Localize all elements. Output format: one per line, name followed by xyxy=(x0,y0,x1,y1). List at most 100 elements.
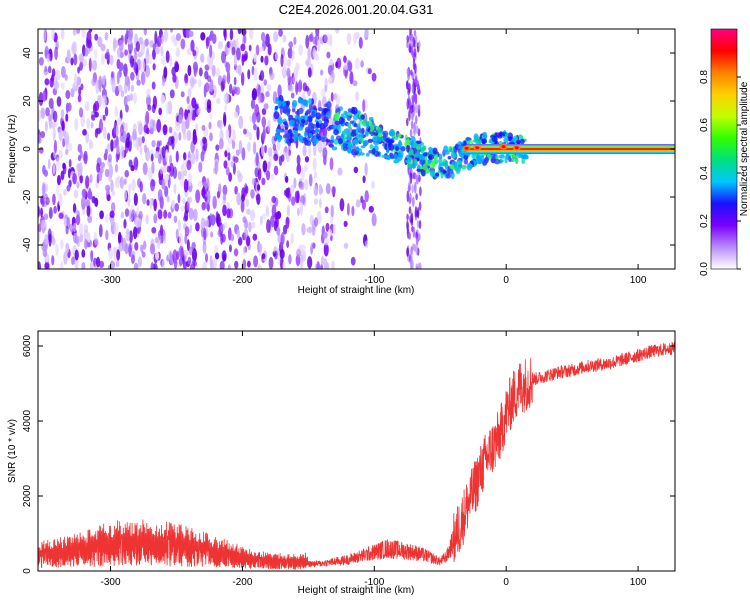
noise-speckle xyxy=(174,122,181,132)
noise-speckle xyxy=(261,116,267,128)
noise-speckle xyxy=(214,252,220,260)
noise-speckle xyxy=(54,80,59,91)
noise-speckle xyxy=(218,183,222,196)
noise-band-speckle xyxy=(419,262,422,269)
noise-speckle xyxy=(65,225,69,235)
noise-speckle xyxy=(323,237,330,246)
noise-speckle xyxy=(93,48,98,60)
noise-speckle xyxy=(210,260,214,269)
colorbar-gradient xyxy=(710,28,738,270)
trace-blob xyxy=(504,132,509,137)
noise-speckle xyxy=(195,222,200,232)
noise-speckle xyxy=(188,30,194,38)
noise-speckle xyxy=(171,199,176,209)
noise-speckle xyxy=(265,91,270,98)
noise-speckle xyxy=(136,205,140,217)
noise-speckle xyxy=(343,242,349,249)
noise-speckle xyxy=(273,31,279,43)
noise-speckle xyxy=(207,189,211,204)
noise-speckle xyxy=(74,73,78,87)
noise-speckle xyxy=(76,235,81,248)
noise-speckle xyxy=(77,143,83,153)
noise-band-speckle xyxy=(415,193,418,201)
noise-speckle xyxy=(355,199,361,208)
noise-speckle xyxy=(279,249,285,259)
noise-speckle xyxy=(65,113,69,122)
noise-speckle xyxy=(130,71,135,81)
noise-speckle xyxy=(229,39,233,51)
noise-speckle xyxy=(243,128,247,135)
trace-blob xyxy=(319,122,326,130)
trace-blob xyxy=(311,110,316,119)
trace-blob xyxy=(291,99,298,108)
noise-speckle xyxy=(64,131,70,146)
noise-speckle xyxy=(188,172,192,187)
noise-speckle xyxy=(119,133,125,143)
noise-speckle xyxy=(120,90,125,98)
trace-blob xyxy=(384,143,388,151)
noise-speckle xyxy=(133,156,139,171)
noise-speckle xyxy=(87,189,92,200)
noise-speckle xyxy=(176,250,180,261)
trace-blob xyxy=(310,123,317,129)
noise-speckle xyxy=(204,64,210,71)
noise-band-speckle xyxy=(412,196,415,207)
noise-speckle xyxy=(107,132,111,141)
noise-speckle xyxy=(326,51,331,59)
noise-speckle xyxy=(162,78,165,87)
noise-speckle xyxy=(296,207,300,217)
noise-speckle xyxy=(191,248,198,262)
noise-speckle xyxy=(96,162,101,173)
noise-speckle xyxy=(86,30,92,45)
noise-speckle xyxy=(220,50,227,64)
noise-speckle xyxy=(209,113,213,120)
noise-band-speckle xyxy=(409,129,413,138)
trace-blob xyxy=(414,158,418,164)
noise-band-speckle xyxy=(406,247,409,257)
noise-speckle xyxy=(43,169,49,177)
noise-speckle xyxy=(152,63,156,71)
noise-speckle xyxy=(329,157,334,171)
noise-speckle xyxy=(330,92,334,102)
noise-speckle xyxy=(55,243,59,256)
noise-speckle xyxy=(247,141,251,153)
noise-speckle xyxy=(139,146,143,155)
noise-speckle xyxy=(266,219,271,233)
noise-speckle xyxy=(173,258,178,269)
trace-blob xyxy=(444,149,450,155)
trace-blob xyxy=(277,136,283,141)
noise-speckle xyxy=(86,205,91,217)
trace-blob xyxy=(347,122,352,129)
noise-speckle xyxy=(226,70,231,85)
noise-speckle xyxy=(210,231,214,238)
noise-speckle xyxy=(76,29,81,34)
noise-speckle xyxy=(142,240,147,250)
noise-speckle xyxy=(261,253,266,260)
trace-blob xyxy=(478,139,482,145)
noise-speckle xyxy=(203,84,207,98)
noise-band-speckle xyxy=(415,125,419,135)
noise-speckle xyxy=(52,193,56,206)
trace-blob xyxy=(329,139,334,144)
noise-speckle xyxy=(256,184,261,191)
noise-speckle xyxy=(186,159,192,171)
noise-speckle xyxy=(312,157,317,171)
noise-speckle xyxy=(201,124,206,132)
noise-speckle xyxy=(161,259,166,269)
noise-speckle xyxy=(74,249,79,261)
noise-speckle xyxy=(121,237,127,252)
noise-speckle xyxy=(217,41,224,50)
noise-speckle xyxy=(332,223,336,236)
noise-speckle xyxy=(185,116,190,130)
trace-blob xyxy=(438,153,443,160)
noise-speckle xyxy=(171,66,177,77)
noise-speckle xyxy=(230,233,235,242)
trace-blob xyxy=(416,140,422,144)
trace-hotspot-core xyxy=(475,146,480,150)
noise-speckle xyxy=(40,207,44,218)
noise-speckle xyxy=(142,162,148,176)
noise-speckle xyxy=(285,216,290,229)
trace-blob xyxy=(353,123,358,128)
noise-speckle xyxy=(337,167,343,176)
noise-speckle xyxy=(314,217,319,227)
